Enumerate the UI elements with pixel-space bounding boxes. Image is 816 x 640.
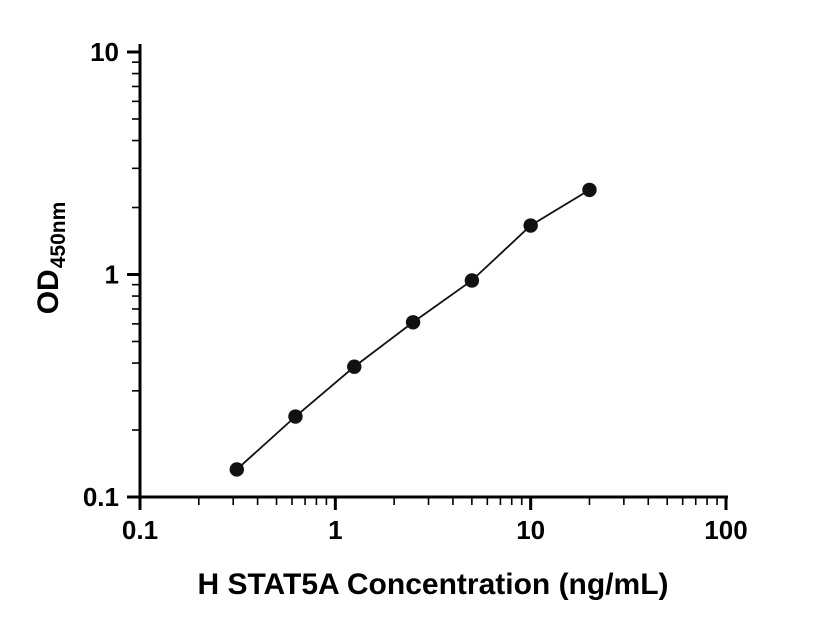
y-tick-label: 10 xyxy=(90,37,119,67)
x-tick-label: 100 xyxy=(704,515,747,545)
axes xyxy=(138,44,728,499)
y-tick-label: 0.1 xyxy=(83,482,119,512)
x-tick-label: 10 xyxy=(516,515,545,545)
y-axis-title-main: OD xyxy=(32,269,65,314)
axis-lines xyxy=(138,44,728,499)
data-point xyxy=(405,315,421,330)
axis-titles: H STAT5A Concentration (ng/mL) OD450nm xyxy=(32,202,669,601)
x-tick-label: 1 xyxy=(328,515,342,545)
x-tick-label: 0.1 xyxy=(122,515,158,545)
data-series xyxy=(229,182,597,477)
data-point xyxy=(523,218,538,233)
data-point xyxy=(582,182,597,198)
data-point xyxy=(464,273,480,288)
y-axis-title-subscript: 450nm xyxy=(47,202,70,269)
series-line xyxy=(236,189,590,471)
data-point xyxy=(288,409,303,424)
data-point xyxy=(229,462,244,477)
data-point xyxy=(347,359,362,374)
y-axis-title: OD450nm xyxy=(32,202,70,315)
axis-ticks: 0.1 1 10 100 0.1 1 10 xyxy=(83,37,748,545)
y-tick-label: 1 xyxy=(105,260,119,290)
x-axis-title: H STAT5A Concentration (ng/mL) xyxy=(197,568,668,601)
